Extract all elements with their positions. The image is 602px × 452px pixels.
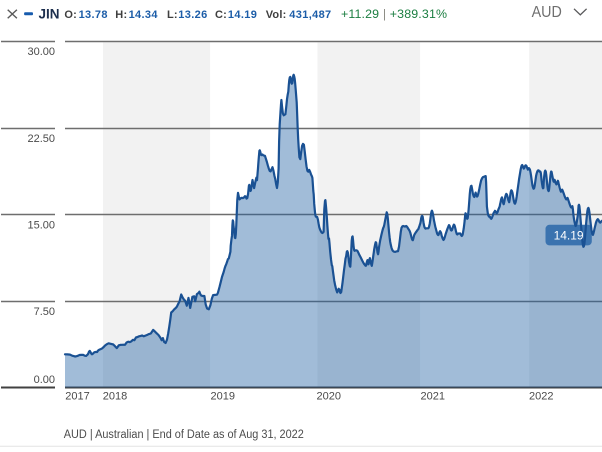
- svg-text:0.00: 0.00: [34, 374, 55, 386]
- svg-text:15.00: 15.00: [27, 220, 55, 232]
- svg-text:AUD | Australian | End of Date: AUD | Australian | End of Date as of Aug…: [64, 429, 304, 441]
- svg-text:2020: 2020: [317, 390, 341, 402]
- svg-text:2022: 2022: [529, 390, 553, 402]
- svg-text:7.50: 7.50: [34, 306, 55, 318]
- svg-text:431,487: 431,487: [289, 9, 331, 21]
- svg-text:O:: O:: [64, 9, 77, 21]
- svg-text:13.78: 13.78: [79, 9, 108, 21]
- svg-text:14.19: 14.19: [228, 9, 257, 21]
- svg-text:2017: 2017: [65, 390, 89, 402]
- svg-text:+11.29 | +389.31%: +11.29 | +389.31%: [341, 7, 447, 21]
- svg-text:2019: 2019: [211, 390, 235, 402]
- svg-text:2018: 2018: [103, 390, 127, 402]
- svg-text:L:: L:: [167, 9, 178, 21]
- svg-text:13.26: 13.26: [178, 9, 207, 21]
- svg-text:2021: 2021: [421, 390, 445, 402]
- svg-text:AUD: AUD: [532, 4, 562, 21]
- svg-text:H:: H:: [115, 9, 127, 21]
- svg-text:JIN: JIN: [39, 6, 60, 22]
- svg-text:14.19: 14.19: [554, 229, 584, 243]
- svg-text:Vol:: Vol:: [266, 9, 287, 21]
- svg-text:14.34: 14.34: [129, 9, 159, 21]
- svg-text:30.00: 30.00: [27, 46, 55, 58]
- svg-text:22.50: 22.50: [27, 133, 55, 145]
- svg-text:C:: C:: [215, 9, 227, 21]
